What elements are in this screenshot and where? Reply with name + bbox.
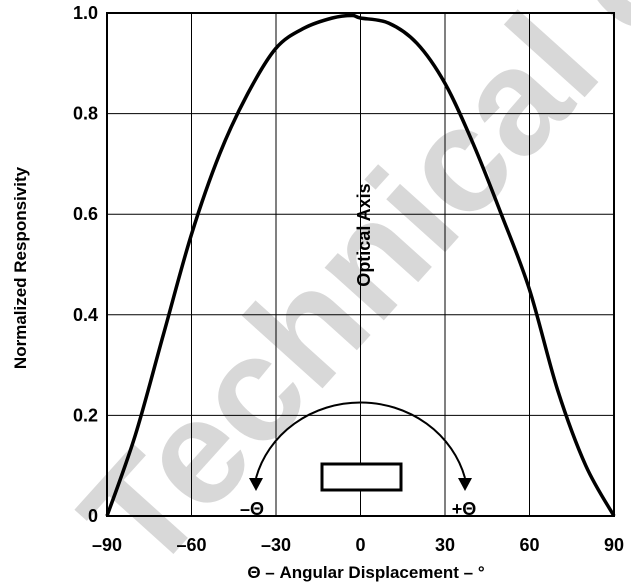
x-tick-label: –90 [92,535,122,555]
responsivity-curve [105,13,616,517]
y-tick-label: 0.8 [73,104,98,124]
right-arrowhead [458,478,472,491]
y-tick-label: 1.0 [73,3,98,23]
x-tick-label: 0 [355,535,365,555]
y-tick-label: 0.2 [73,405,98,425]
x-tick-label: 90 [604,535,624,555]
watermark: Technical da [49,0,631,587]
x-tick-label: –30 [261,535,291,555]
left-arrowhead [249,478,263,491]
plot-frame [106,12,615,517]
y-tick-label: 0 [88,506,98,526]
x-tick-label: 60 [519,535,539,555]
x-axis-title: Θ – Angular Displacement – ° [247,563,485,582]
plus-theta-label: +Θ [452,499,477,519]
y-axis-title: Normalized Responsivity [11,166,30,369]
minus-theta-label: –Θ [240,499,264,519]
optical-axis-label: Optical Axis [354,183,374,286]
x-tick-label: –60 [176,535,206,555]
y-tick-label: 0.4 [73,305,98,325]
y-tick-label: 0.6 [73,204,98,224]
x-tick-labels: –90 –60 –30 0 30 60 90 [92,535,624,555]
x-tick-label: 30 [435,535,455,555]
detector-symbol [320,462,403,492]
y-tick-labels: 0 0.2 0.4 0.6 0.8 1.0 [73,3,98,526]
rotation-arc [255,401,466,479]
